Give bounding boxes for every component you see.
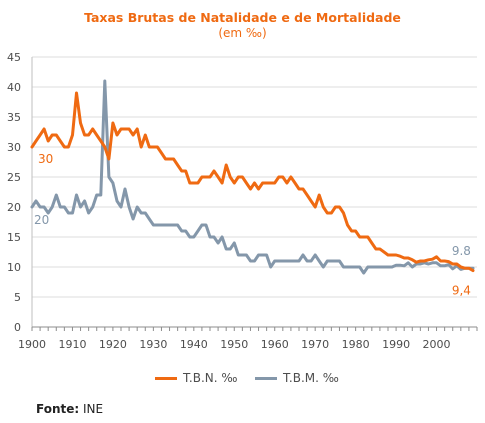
x-tick-label: 1930	[139, 338, 167, 351]
y-axis-ticks: 0 5 10 15 20 25 30 35 40 45	[7, 51, 21, 334]
series-lines	[30, 79, 475, 275]
data-label: 9.8	[452, 244, 471, 258]
data-label: 30	[38, 152, 53, 166]
legend-swatch-tbn	[155, 376, 177, 380]
x-tick-label: 1980	[342, 338, 370, 351]
y-tick-label: 40	[7, 81, 21, 94]
y-tick-label: 10	[7, 261, 21, 274]
annotations: 30 20 9.8 9,4	[34, 152, 471, 298]
y-tick-label: 15	[7, 231, 21, 244]
x-tick-label: 1910	[58, 338, 86, 351]
chart-title: Taxas Brutas de Natalidade e de Mortalid…	[84, 10, 401, 25]
y-tick-label: 5	[14, 291, 21, 304]
series-line-tbn	[30, 91, 475, 273]
legend-item-tbm: T.B.M. ‰	[255, 371, 339, 385]
data-label: 20	[34, 213, 49, 227]
x-tick-label: 1940	[180, 338, 208, 351]
data-label: 9,4	[452, 284, 471, 298]
x-tick-label: 1960	[261, 338, 289, 351]
axes	[31, 57, 478, 331]
y-tick-label: 35	[7, 111, 21, 124]
y-tick-label: 0	[14, 321, 21, 334]
source-value: INE	[83, 402, 104, 416]
legend-label-tbm: T.B.M. ‰	[283, 371, 339, 385]
x-tick-label: 2000	[423, 338, 451, 351]
x-tick-label: 1950	[220, 338, 248, 351]
series-line-tbm	[30, 79, 475, 275]
x-tick-label: 1900	[18, 338, 46, 351]
y-tick-label: 20	[7, 201, 21, 214]
x-tick-label: 1990	[382, 338, 410, 351]
chart-subtitle: (em ‰)	[218, 26, 267, 40]
y-tick-label: 30	[7, 141, 21, 154]
legend-swatch-tbm	[255, 376, 277, 380]
y-tick-label: 25	[7, 171, 21, 184]
x-tick-label: 1970	[301, 338, 329, 351]
source-label: Fonte:	[36, 402, 80, 416]
source-note: Fonte: INE	[36, 402, 103, 416]
x-axis-ticks: 1900 1910 1920 1930 1940 1950 1960 1970 1980 1990…	[18, 338, 451, 351]
legend-label-tbn: T.B.N. ‰	[183, 371, 238, 385]
x-tick-label: 1920	[99, 338, 127, 351]
y-tick-label: 45	[7, 51, 21, 64]
legend-item-tbn: T.B.N. ‰	[155, 371, 237, 385]
